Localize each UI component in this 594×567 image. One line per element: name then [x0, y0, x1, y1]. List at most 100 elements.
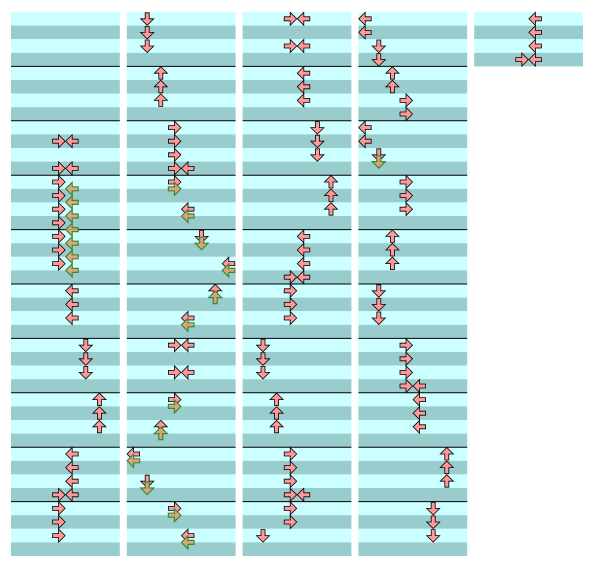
arrow-note [283, 446, 298, 462]
arrow-note [52, 514, 66, 530]
beat-stripe [358, 216, 468, 230]
beat-stripe [11, 406, 120, 420]
arrow-note [283, 11, 298, 27]
beat-stripe [358, 324, 468, 339]
beat-stripe [126, 474, 236, 488]
arrow-note [180, 316, 195, 333]
beat-stripe [358, 120, 468, 135]
arrow-note [65, 133, 79, 149]
arrow-note [139, 26, 155, 40]
arrow-note [167, 147, 182, 163]
arrow-note [371, 53, 387, 67]
beat-stripe [242, 107, 352, 121]
arrow-note [528, 38, 542, 54]
arrow-note [52, 242, 66, 258]
beat-stripe [242, 161, 352, 176]
beat-stripe [242, 216, 352, 230]
arrow-note [167, 120, 182, 136]
beat-stripe [358, 256, 468, 271]
beat-stripe [242, 25, 352, 40]
arrow-note [167, 337, 182, 353]
arrow-note [283, 487, 298, 503]
arrow-note [52, 215, 66, 231]
beat-stripe [11, 338, 120, 352]
arrow-note [399, 378, 414, 394]
beat-stripe [126, 352, 236, 366]
beat-stripe [242, 406, 352, 420]
arrow-note [296, 79, 311, 95]
arrow-note [439, 474, 455, 488]
arrow-note [65, 283, 79, 299]
beat-stripe [126, 420, 236, 434]
beat-stripe [242, 420, 352, 434]
arrow-note [207, 290, 224, 305]
beat-stripe [242, 528, 352, 543]
arrow-note [323, 202, 339, 216]
arrow-note [269, 392, 285, 407]
beat-stripe [126, 324, 236, 339]
arrow-note [65, 446, 79, 462]
arrow-note [309, 121, 325, 135]
beat-stripe [11, 107, 120, 121]
arrow-note [153, 79, 169, 94]
arrow-note [255, 365, 271, 380]
beat-stripe [11, 352, 120, 366]
arrow-note [399, 337, 414, 353]
beat-stripe [126, 25, 236, 40]
arrow-note [52, 174, 66, 190]
beat-stripe [242, 324, 352, 339]
arrow-note [425, 501, 441, 516]
arrow-note [52, 188, 66, 204]
beat-stripe [358, 501, 468, 516]
arrow-note [52, 528, 66, 544]
arrow-note [296, 487, 311, 503]
arrow-note [64, 221, 79, 238]
arrow-note [78, 365, 94, 380]
beat-stripe [126, 216, 236, 230]
arrow-note [153, 93, 169, 107]
beat-stripe [358, 460, 468, 475]
arrow-note [371, 311, 387, 326]
arrow-note [52, 500, 66, 516]
beat-stripe [11, 148, 120, 162]
arrow-note [528, 24, 542, 40]
beat-stripe [358, 148, 468, 162]
arrow-note [52, 487, 66, 503]
arrow-note [296, 228, 311, 244]
arrow-note [65, 296, 79, 312]
beat-stripe [126, 93, 236, 108]
beat-stripe [126, 256, 236, 271]
arrow-note [358, 11, 372, 27]
arrow-note [269, 406, 285, 420]
beat-stripe [242, 52, 352, 67]
arrow-note [296, 92, 311, 108]
arrow-note [399, 201, 414, 217]
arrow-note [91, 419, 107, 434]
arrow-note [167, 133, 182, 149]
beat-stripe [358, 488, 468, 502]
arrow-note [399, 351, 414, 367]
beat-stripe [126, 66, 236, 80]
arrow-note [167, 507, 182, 524]
arrow-note [309, 134, 325, 149]
beat-stripe [358, 39, 468, 53]
chart-column [126, 12, 236, 556]
beat-stripe [11, 392, 120, 407]
arrow-note [283, 269, 298, 285]
arrow-note [255, 338, 271, 353]
arrow-note [309, 148, 325, 162]
arrow-note [65, 460, 79, 476]
arrow-note [296, 38, 311, 54]
beat-stripe [11, 542, 120, 556]
arrow-note [283, 38, 298, 54]
arrow-note [52, 160, 66, 176]
arrow-note [399, 188, 414, 204]
arrow-note [425, 515, 441, 530]
arrow-note [167, 160, 182, 176]
arrow-note [283, 514, 298, 530]
beat-stripe [242, 188, 352, 203]
beat-stripe [11, 433, 120, 448]
arrow-note [358, 24, 372, 40]
beat-stripe [126, 379, 236, 393]
beat-stripe [126, 460, 236, 475]
